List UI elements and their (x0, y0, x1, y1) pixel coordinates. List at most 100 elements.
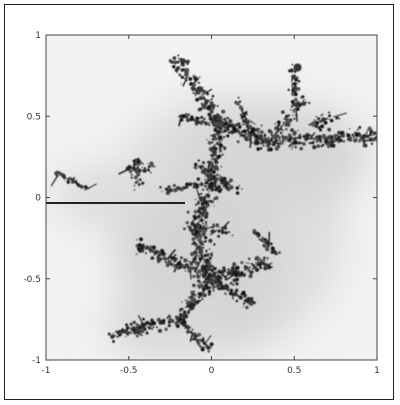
fractal-point (296, 83, 298, 85)
fractal-point (245, 129, 248, 132)
fractal-point (148, 326, 152, 330)
fractal-point (178, 310, 181, 313)
fractal-point (177, 318, 182, 322)
fractal-point (216, 113, 220, 117)
fractal-point (207, 160, 211, 164)
fractal-point (66, 180, 71, 184)
fractal-point (277, 124, 280, 127)
fractal-point (311, 141, 315, 145)
fractal-point (284, 135, 288, 140)
fractal-point (198, 269, 200, 272)
fractal-point (205, 181, 208, 184)
fractal-point (193, 209, 198, 214)
fractal-point (186, 300, 190, 304)
fractal-point (254, 266, 257, 269)
fractal-point (172, 65, 176, 69)
fractal-point (291, 92, 295, 96)
fractal-point (324, 139, 329, 144)
fractal-point (355, 137, 358, 140)
fractal-point (158, 320, 163, 325)
fractal-point (328, 141, 331, 144)
fractal-point (263, 256, 266, 259)
fractal-point (207, 292, 211, 296)
fractal-point (218, 122, 222, 126)
fractal-point (181, 307, 184, 310)
fractal-point (196, 120, 201, 125)
fractal-point (129, 322, 133, 326)
fractal-point (195, 203, 198, 206)
fractal-point (205, 167, 208, 170)
fractal-point (174, 322, 176, 324)
fractal-point (196, 340, 199, 343)
fractal-twig (217, 138, 226, 151)
fractal-point (206, 92, 209, 96)
fractal-point (301, 95, 305, 99)
fractal-point (191, 117, 195, 122)
fractal-point (183, 227, 186, 231)
fractal-point (213, 133, 217, 137)
fractal-point (183, 64, 186, 67)
fractal-point (209, 114, 212, 117)
fractal-point (225, 293, 228, 296)
fractal-point (329, 143, 334, 148)
fractal-point (267, 148, 271, 152)
fractal-point (206, 188, 209, 191)
fractal-point (265, 247, 270, 252)
fractal-point (200, 167, 203, 170)
fractal-point (262, 144, 265, 147)
fractal-point (280, 129, 282, 131)
fractal-point (133, 162, 137, 166)
fractal-point (192, 74, 195, 77)
fractal-point (185, 221, 189, 225)
fractal-point (320, 124, 324, 129)
fractal-point (191, 259, 196, 264)
fractal-point (293, 82, 297, 86)
fractal-point (296, 87, 301, 91)
fractal-twig (223, 118, 231, 129)
fractal-point (232, 262, 237, 267)
fractal-point (366, 129, 369, 132)
fractal-point (216, 105, 219, 107)
fractal-point (232, 283, 235, 286)
fractal-point (207, 349, 211, 353)
fractal-point (274, 138, 276, 140)
fractal-twig (201, 225, 216, 231)
fractal-point (240, 261, 244, 265)
fractal-point (200, 182, 204, 187)
fractal-point (188, 77, 193, 81)
fractal-point (210, 253, 213, 257)
fractal-point (309, 134, 313, 138)
fractal-point (190, 252, 195, 257)
fractal-point (199, 199, 202, 202)
fractal-point (297, 141, 302, 145)
fractal-point (185, 263, 187, 266)
fractal-point (198, 196, 203, 201)
fractal-point (141, 166, 143, 169)
fractal-point (229, 185, 234, 190)
fractal-point (213, 243, 216, 246)
fractal-point (241, 107, 244, 110)
fractal-point (201, 188, 205, 191)
fractal-point (238, 185, 240, 187)
fractal-point (202, 337, 205, 339)
fractal-point (252, 231, 255, 234)
fractal-twig (183, 115, 189, 119)
fractal-twig (132, 329, 143, 337)
fractal-point (292, 110, 296, 113)
fractal-point (202, 222, 204, 225)
fractal-point (197, 218, 199, 220)
fractal-point (189, 262, 194, 266)
fractal-point (235, 186, 239, 190)
fractal-point (203, 229, 207, 233)
fractal-point (208, 172, 213, 177)
fractal-point (134, 181, 138, 184)
fractal-twig (202, 120, 211, 127)
fractal-point (197, 279, 201, 283)
fractal-point (312, 120, 317, 125)
fractal-point (125, 336, 127, 338)
fractal-point (218, 121, 221, 123)
fractal-point (308, 142, 311, 145)
fractal-point (259, 134, 263, 139)
fractal-point (209, 200, 212, 203)
fractal-point (213, 197, 216, 201)
